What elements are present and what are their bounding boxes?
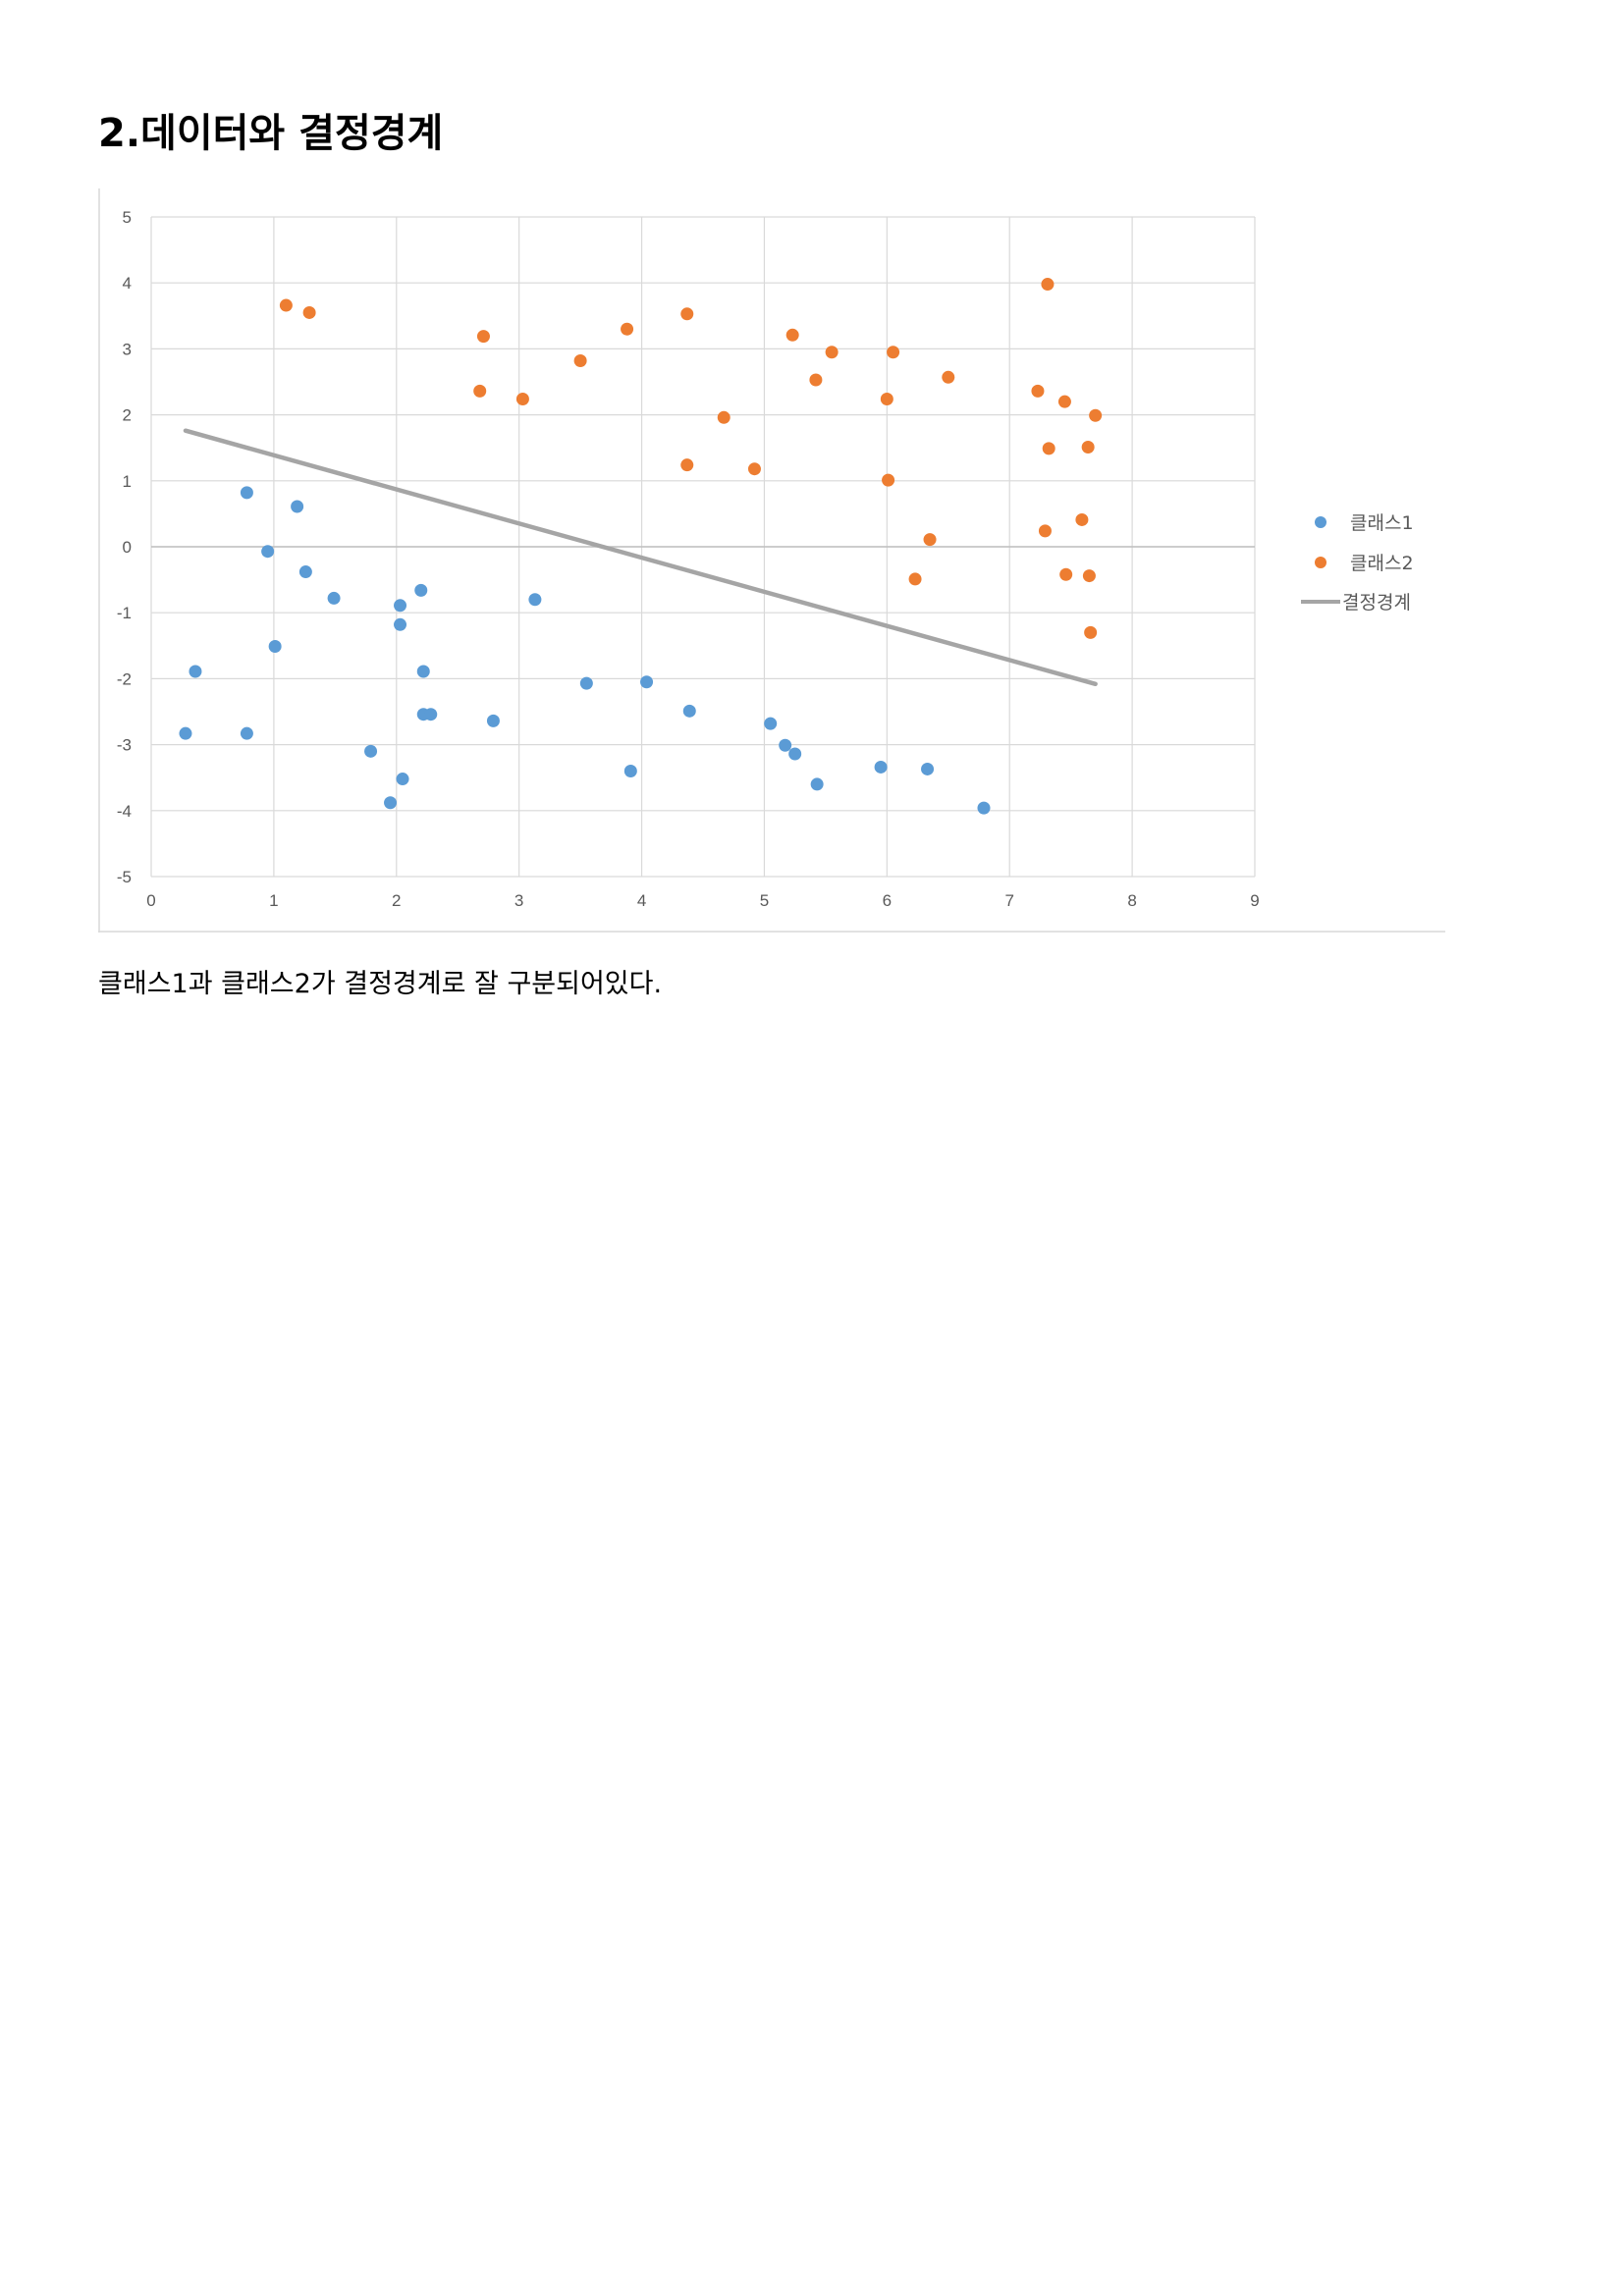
class2-point xyxy=(1075,512,1089,526)
y-tick-label: 5 xyxy=(123,208,132,227)
class1-point xyxy=(364,744,378,758)
y-tick-label: 1 xyxy=(123,472,132,491)
class1-point xyxy=(414,583,428,597)
class1-point xyxy=(384,796,398,810)
caption-text: 클래스1과 클래스2가 결정경계로 잘 구분되어있다. xyxy=(98,969,663,999)
x-tick-label: 7 xyxy=(1004,891,1013,910)
class1-point xyxy=(486,714,500,727)
y-tick-label: -5 xyxy=(117,868,132,886)
class2-point xyxy=(1042,442,1056,455)
tick-labels: 0 1 2 3 4 5 6 7 8 9 5 4 3 2 1 0 -1 -2 -3 -4 -5 xyxy=(117,208,1260,910)
class2-point xyxy=(882,473,895,487)
legend-label: 클래스2 xyxy=(1350,553,1414,574)
legend: 클래스1 클래스2 결정경계 xyxy=(1301,512,1414,614)
class1-point xyxy=(416,665,430,678)
class2-point xyxy=(1082,569,1096,583)
y-tick-label: -2 xyxy=(117,669,132,688)
class2-point xyxy=(1059,567,1073,581)
class1-point xyxy=(298,565,312,579)
y-tick-label: -1 xyxy=(117,604,132,622)
class1-point xyxy=(189,665,202,678)
class2-point xyxy=(942,370,955,384)
class2-point xyxy=(1041,278,1055,292)
axis-lines xyxy=(98,188,1445,933)
x-tick-label: 3 xyxy=(514,891,523,910)
class2-point xyxy=(809,373,823,387)
class1-point xyxy=(682,704,696,718)
class2-point xyxy=(680,307,694,321)
y-tick-label: 2 xyxy=(123,406,132,425)
class1-point xyxy=(268,639,282,653)
class2-point xyxy=(573,353,587,367)
class2-point xyxy=(515,392,529,405)
class2-point xyxy=(302,305,316,319)
class2-point xyxy=(1089,408,1103,422)
boundary-layer xyxy=(183,428,1098,687)
class1-point xyxy=(764,717,778,730)
class1-point xyxy=(327,591,341,605)
class2-point xyxy=(717,410,731,424)
boundary-line xyxy=(183,428,1098,687)
class1-point xyxy=(810,777,824,791)
class1-point xyxy=(640,675,654,689)
class2-point xyxy=(785,328,799,342)
class1-point xyxy=(240,486,253,500)
y-tick-label: -3 xyxy=(117,736,132,755)
class2-point xyxy=(1057,395,1071,408)
class2-point xyxy=(476,330,490,344)
class1-point xyxy=(921,762,935,775)
class2-point xyxy=(279,298,293,312)
x-tick-label: 5 xyxy=(760,891,769,910)
class2-point xyxy=(825,346,839,359)
x-tick-label: 4 xyxy=(637,891,646,910)
class2-point xyxy=(1084,625,1098,639)
class1-point xyxy=(779,738,792,752)
x-tick-label: 2 xyxy=(392,891,401,910)
y-tick-label: 4 xyxy=(123,274,132,293)
legend-class2-swatch xyxy=(1315,557,1326,568)
class2-point xyxy=(1038,524,1052,538)
class1-point xyxy=(291,500,304,513)
section-heading: 2.데이터와 결정경계 xyxy=(98,111,444,156)
class2-point xyxy=(887,346,900,359)
class1-point xyxy=(977,801,991,815)
class2-point xyxy=(1031,384,1045,398)
x-tick-label: 6 xyxy=(883,891,892,910)
x-tick-label: 8 xyxy=(1127,891,1136,910)
legend-label: 결정경계 xyxy=(1342,592,1411,614)
class1-point xyxy=(528,593,542,607)
class1-point xyxy=(788,747,802,761)
class1-point xyxy=(179,726,192,740)
y-tick-label: 3 xyxy=(123,340,132,358)
class2-point xyxy=(680,458,694,472)
class1-point xyxy=(874,760,888,774)
legend-class1-swatch xyxy=(1315,516,1326,528)
chart-svg: 0 1 2 3 4 5 6 7 8 9 5 4 3 2 1 0 -1 -2 -3 -4 -5 클래스1 클래스2 결정경계 xyxy=(98,188,1445,933)
y-tick-label: 0 xyxy=(123,538,132,557)
class2-point xyxy=(1081,441,1095,454)
class1-point xyxy=(240,726,253,740)
class2-point xyxy=(923,533,937,547)
class2-point xyxy=(908,572,922,586)
y-tick-label: -4 xyxy=(117,802,132,821)
class1-point xyxy=(394,617,407,631)
class1-point xyxy=(424,708,438,721)
class1-point xyxy=(261,545,275,559)
class2-point xyxy=(473,384,487,398)
x-tick-label: 9 xyxy=(1250,891,1259,910)
point-layer xyxy=(179,278,1103,815)
class2-point xyxy=(747,462,761,476)
class2-point xyxy=(880,392,893,405)
class1-point xyxy=(396,773,409,786)
class1-point xyxy=(394,599,407,613)
x-tick-label: 1 xyxy=(269,891,278,910)
x-tick-label: 0 xyxy=(146,891,155,910)
scatter-chart: 0 1 2 3 4 5 6 7 8 9 5 4 3 2 1 0 -1 -2 -3 -4 -5 클래스1 클래스2 결정경계 xyxy=(98,188,1445,933)
class1-point xyxy=(579,676,593,690)
class2-point xyxy=(621,322,634,336)
class1-point xyxy=(623,764,637,777)
legend-label: 클래스1 xyxy=(1350,512,1414,534)
